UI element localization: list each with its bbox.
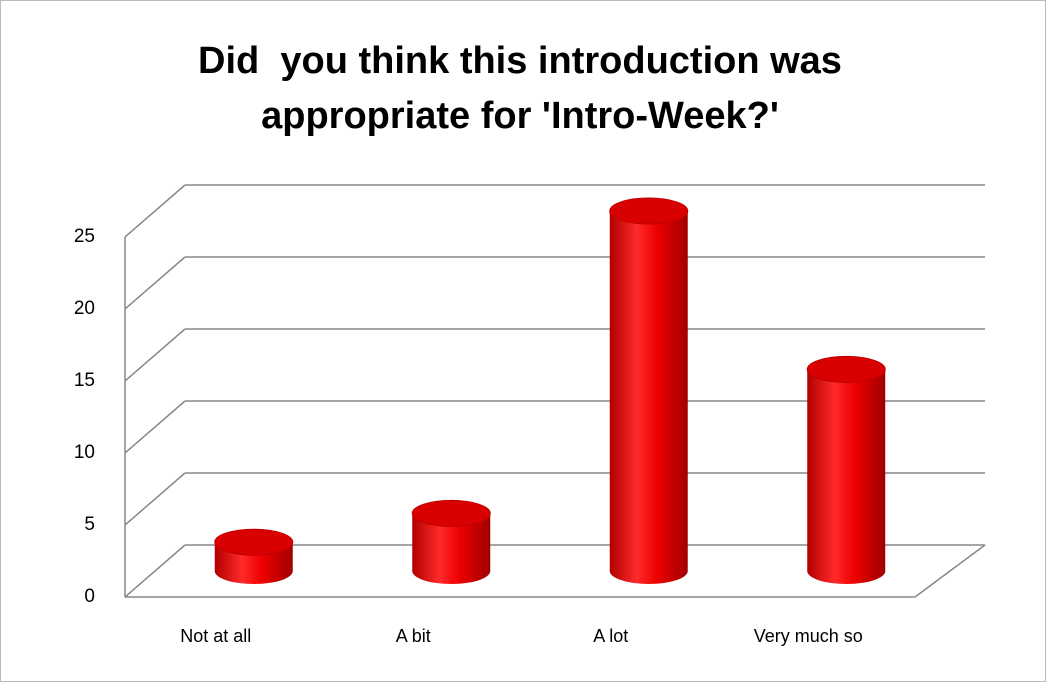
grid-line — [124, 328, 186, 382]
grid-line — [124, 544, 186, 598]
chart-title: appropriate for 'Intro-Week?' — [261, 95, 779, 137]
x-tick-label: Not at all — [180, 626, 251, 646]
x-tick-label: A lot — [593, 626, 628, 646]
floor-line — [914, 544, 986, 598]
bar-top — [609, 197, 689, 225]
bar-top — [411, 499, 491, 527]
bar-top — [214, 528, 294, 556]
y-tick-label: 25 — [74, 226, 95, 247]
bar — [609, 211, 688, 584]
grid-line — [124, 184, 186, 238]
bar — [412, 513, 491, 585]
grid-line — [124, 472, 186, 526]
y-tick-label: 20 — [74, 298, 95, 319]
x-tick-label: A bit — [396, 626, 431, 646]
chart-title: Did you think this introduction was — [198, 40, 842, 82]
y-tick-label: 10 — [74, 442, 95, 463]
y-tick-label: 15 — [74, 370, 95, 391]
bar-top — [806, 355, 886, 383]
y-tick-label: 0 — [84, 586, 95, 607]
bar — [807, 369, 886, 585]
grid-line — [124, 256, 186, 310]
grid-line — [124, 400, 186, 454]
x-tick-label: Very much so — [754, 626, 863, 646]
y-tick-label: 5 — [84, 514, 95, 535]
